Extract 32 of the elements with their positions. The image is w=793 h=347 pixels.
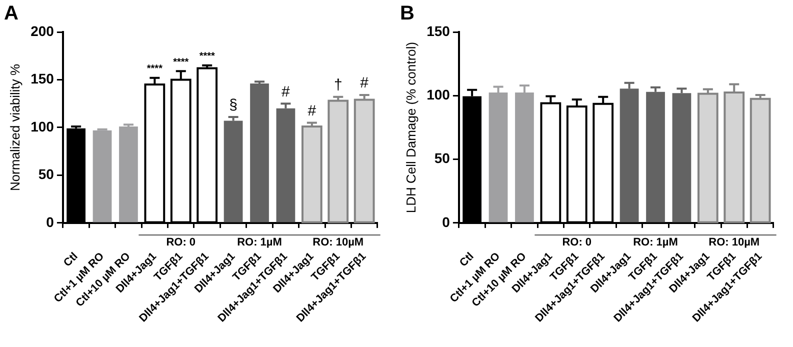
y-tick-label: 50 [434,150,450,166]
data-label: **** [173,56,189,68]
bar [119,126,138,222]
y-tick-label: 0 [46,214,54,230]
text: RO: 10µM [708,236,760,248]
x-tick-label: Ctl [457,250,476,270]
bar [92,130,112,222]
y-tick-label: 50 [38,166,54,182]
y-axis-title: Normalized viability % [7,63,22,192]
data-label: **** [146,64,163,75]
y-axis-title: LDH Cell Damage (% control) [403,42,418,214]
y-tick-label: 100 [30,118,54,134]
text: RO: 1µM [237,236,282,248]
chart-title: A [4,2,18,25]
text: RO: 10µM [312,236,364,248]
y-tick-label: 150 [426,22,450,39]
bar [250,84,269,222]
text: RO: 1µM [633,236,678,248]
y-tick-label: 100 [426,86,450,103]
data-label: § [229,96,238,114]
data-label: **** [199,51,215,62]
y-tick-label: 0 [442,214,450,230]
data-label: # [360,74,370,92]
data-label: # [308,102,317,120]
data-label: # [282,83,291,100]
y-tick-label: 200 [30,22,54,39]
chart-title: B [400,2,414,25]
text: RO: 0 [166,236,196,248]
y-tick-label: 150 [30,70,54,87]
text: RO: 0 [562,236,592,248]
data-label: † [334,76,342,94]
x-tick-label: Ctl [61,250,80,270]
